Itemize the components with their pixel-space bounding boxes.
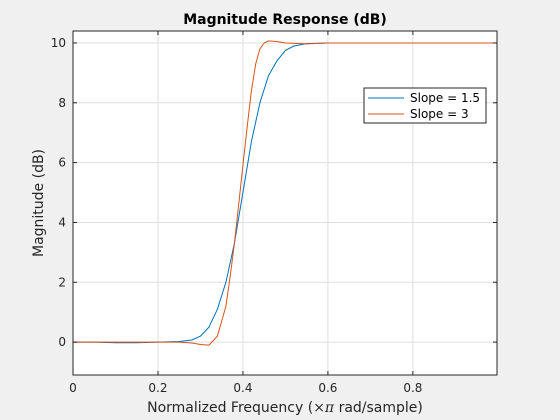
x-tick-label: 0.8 [403,381,422,395]
x-axis-label-suffix: rad/sample) [334,400,423,416]
axes-box [72,30,498,376]
legend-label-1: Slope = 1.5 [410,91,480,105]
plot-lines [73,40,497,346]
legend-box [363,87,487,124]
series-line-2 [73,40,497,346]
chart-title: Magnitude Response (dB) [183,12,387,28]
y-tick-label: 10 [51,36,66,50]
y-axis-label: Magnitude (dB) [31,149,47,257]
x-axis-label: Normalized Frequency (×π rad/sample) [147,400,423,416]
y-tick-label: 8 [58,96,66,110]
x-axis-label-times: × [313,400,325,416]
x-tick-label: 0.4 [233,381,252,395]
tick-labels: 0 0.2 0.4 0.6 0.8 0 2 4 6 8 10 [51,36,423,395]
y-tick-label: 2 [58,275,66,289]
x-tick-label: 0.2 [148,381,167,395]
legend: Slope = 1.5 Slope = 3 [363,87,487,124]
y-tick-label: 6 [58,156,66,170]
x-axis-label-pi: π [324,400,335,416]
x-axis-label-prefix: Normalized Frequency ( [147,400,313,416]
x-tick-label: 0 [69,381,77,395]
y-tick-label: 4 [58,215,66,229]
legend-label-2: Slope = 3 [410,107,469,121]
y-tick-label: 0 [58,335,66,349]
plot-area [73,31,497,375]
x-tick-label: 0.6 [318,381,337,395]
ticks [72,31,497,375]
